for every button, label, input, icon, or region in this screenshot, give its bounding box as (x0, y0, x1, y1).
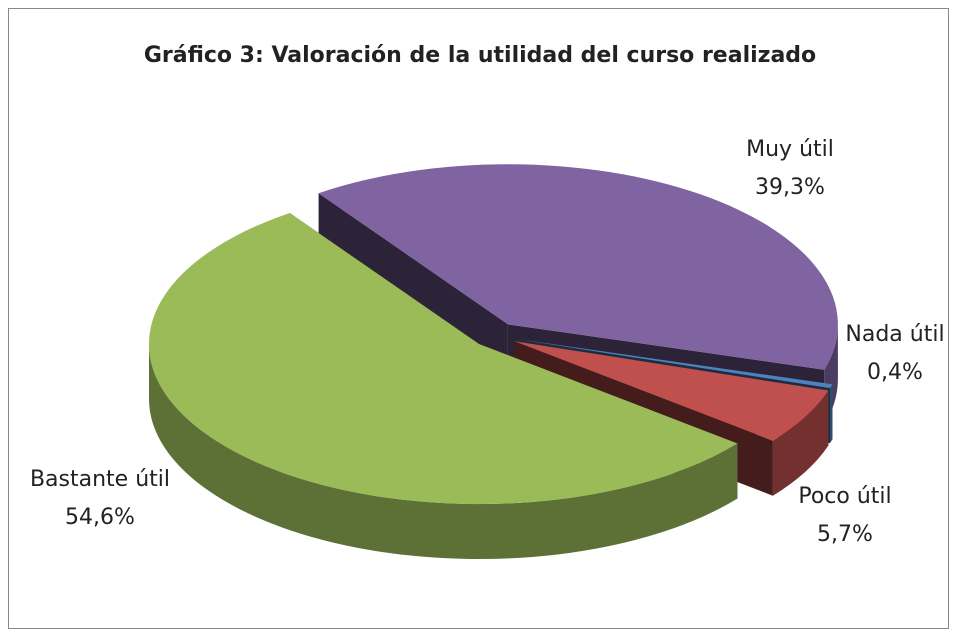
slice-side (149, 344, 738, 560)
slice-value-label: 54,6% (65, 505, 135, 530)
slice (516, 338, 833, 389)
slice (318, 164, 838, 370)
slice (148, 213, 738, 505)
slice (514, 341, 829, 441)
pie (148, 164, 838, 560)
slice-label: Muy útil (746, 137, 834, 162)
slice-value-label: 5,7% (817, 522, 873, 547)
chart-title: Gráfico 3: Valoración de la utilidad del… (144, 43, 816, 68)
slice-value-label: 0,4% (867, 360, 923, 385)
slice-value-label: 39,3% (755, 175, 825, 200)
slice-label: Bastante útil (30, 467, 170, 492)
slice-side (772, 390, 829, 496)
slice-label: Poco útil (798, 484, 891, 509)
labels: Muy útil 39,3% Nada útil 0,4% Poco útil 5,7% B… (30, 137, 945, 547)
slice-label: Nada útil (845, 322, 944, 347)
slice-side (830, 384, 833, 444)
